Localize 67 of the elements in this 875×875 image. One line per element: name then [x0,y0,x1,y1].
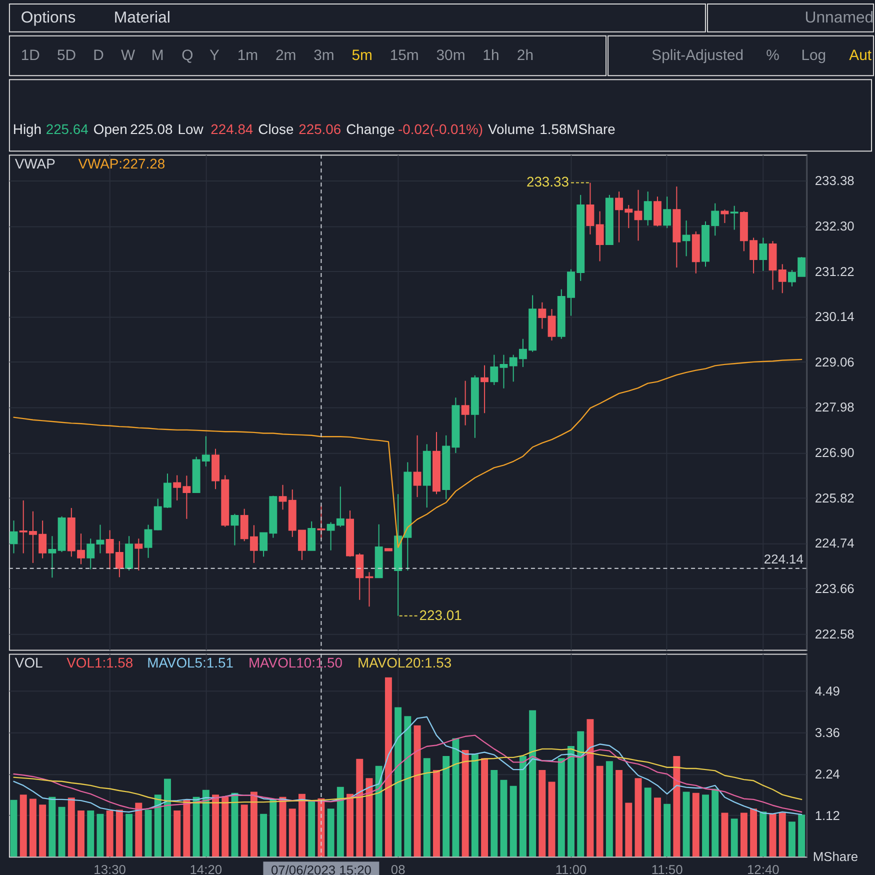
text: Split-Adjusted [652,48,744,64]
y-tick-label: 225.82 [814,490,854,506]
text: 1D [20,48,40,64]
y-tick-label: 229.06 [814,354,854,370]
y-tick-label: 2.24 [814,766,840,782]
text: MAVOL20:1.53 [358,654,452,671]
y-tick-label: 224.74 [814,536,854,551]
y-tick-label: 232.30 [814,218,854,234]
text: 30m [436,48,466,64]
y-tick-label: 231.22 [814,264,854,279]
text: % [766,48,780,64]
text: Material [114,9,170,26]
text: Aut [849,48,872,64]
text: 1.58MShare [540,120,616,137]
text: MAVOL5:1.51 [147,654,234,671]
text: Unnamed [804,9,874,26]
annotation: 223.01 [419,606,462,623]
text: High [12,120,42,137]
text: 225.64 [46,120,89,137]
y-tick-label: 1.12 [814,808,840,823]
text: VOL1:1.58 [66,654,134,671]
x-tick-label: 07/06/2023 15:20 [270,862,372,875]
y-tick-label: 230.14 [814,309,854,324]
text: M [151,48,164,64]
text: Options [20,9,76,26]
text: 224.84 [210,120,254,137]
chart-title: VOL [14,654,44,671]
chart-title: VWAP [14,156,56,172]
y-tick-label: 4.49 [814,684,840,699]
y-tick-label: 3.36 [814,725,840,740]
text: 15m [390,48,419,64]
text: 2m [275,48,296,64]
annotation: 233.33 [526,174,570,190]
text: W [121,48,136,64]
text: Volume [488,120,535,137]
text: Q [182,48,194,64]
text: VWAP:227.28 [78,156,166,172]
text: Close [258,120,294,137]
text: Open [93,120,128,137]
text: Log [801,48,826,64]
text: 225.06 [298,120,342,137]
text: Low [178,120,204,137]
x-tick-label: 11:50 [651,862,683,875]
y-tick-label: 233.38 [814,173,854,188]
text: -0.02(-0.01%) [398,120,484,137]
text: Y [209,48,220,64]
y-axis-title: MShare [812,849,858,864]
ref-line-label: 224.14 [764,551,804,566]
text: 225.08 [130,120,173,137]
x-tick-label: 11:00 [555,862,587,875]
text: 5D [57,48,76,64]
text: Change [346,120,396,137]
text: MAVOL10:1.50 [248,654,343,671]
y-tick-label: 222.58 [814,626,854,642]
text: 5m [352,48,372,64]
x-tick-label: 14:20 [190,862,222,875]
x-tick-label: 12:40 [747,862,780,875]
y-tick-label: 223.66 [814,581,854,596]
x-tick-label: 13:30 [94,862,126,875]
text: D [93,48,104,64]
text: 1h [482,48,500,64]
y-tick-label: 227.98 [814,400,854,415]
y-tick-label: 226.90 [814,445,854,460]
text: 1m [237,48,258,64]
x-tick-label: 08 [390,862,406,875]
text: 2h [516,48,534,64]
text: 3m [314,48,334,64]
